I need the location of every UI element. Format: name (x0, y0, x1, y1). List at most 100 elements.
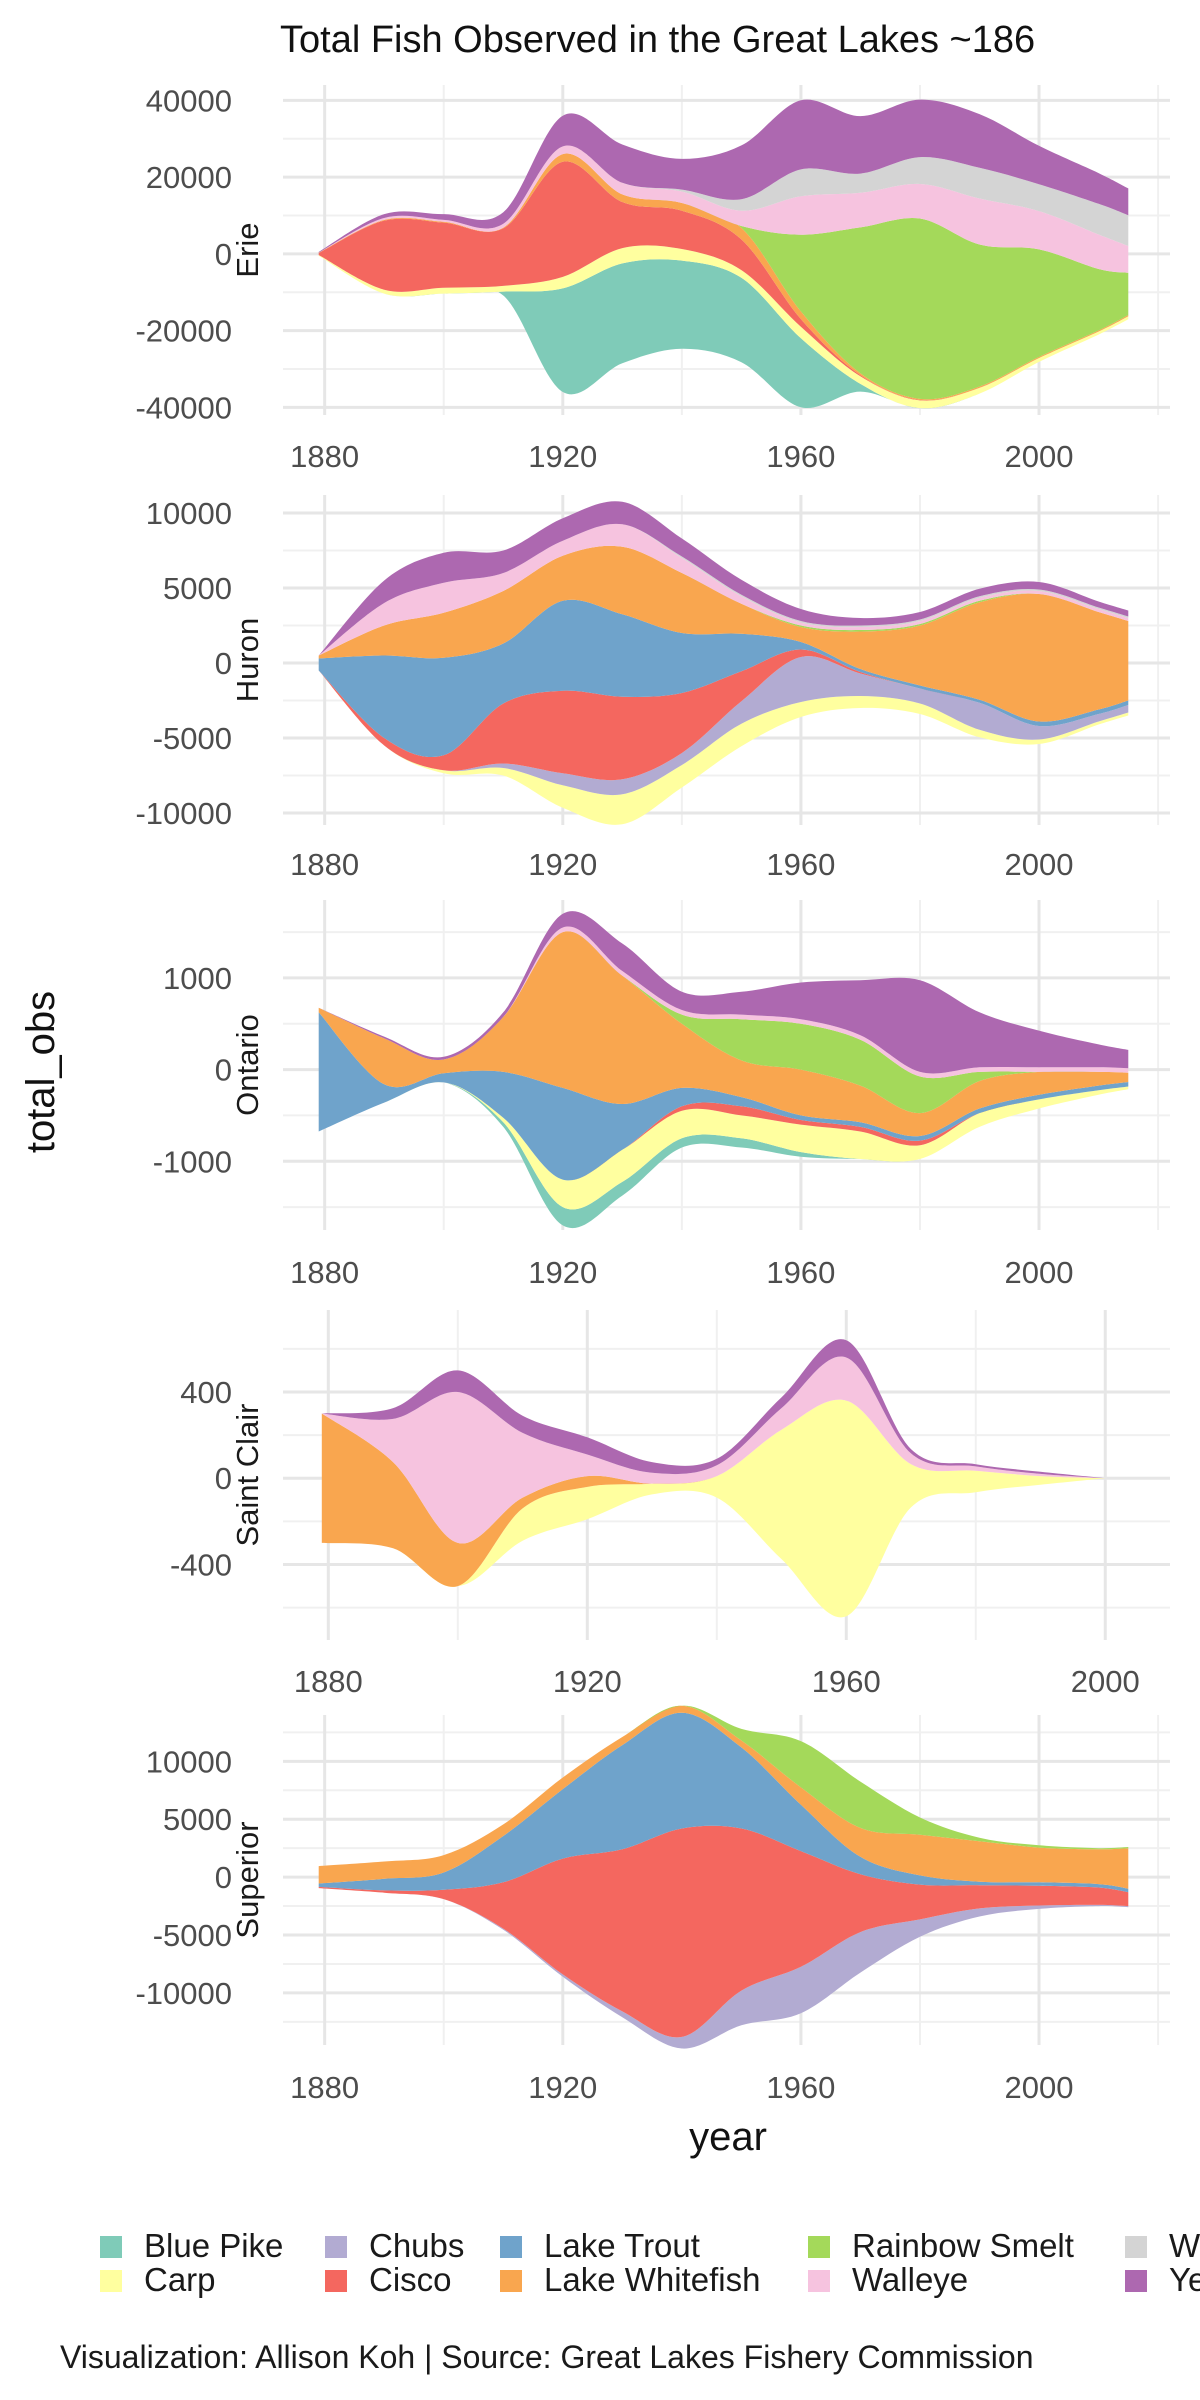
y-tick-label: -5000 (153, 1918, 232, 1953)
legend-swatch-w (1125, 2236, 1147, 2258)
stream-superior-cisco (318, 1825, 1129, 2038)
facet-label-saint-clair: Saint Clair (230, 1404, 265, 1547)
panel-saint-clair: -400 0 400 1880 1920 1960 2000 Saint Clair (170, 1310, 1170, 1699)
y-tick-label: 10000 (146, 496, 232, 531)
y-tick-label: 10000 (146, 1744, 232, 1779)
x-tick-label: 1920 (528, 439, 597, 474)
legend-swatch-lake-trout (500, 2236, 522, 2258)
legend-label-blue-pike: Blue Pike (144, 2227, 283, 2264)
x-tick-label: 1960 (766, 2070, 835, 2105)
stream-huron-cisco (318, 649, 1129, 781)
y-tick-label: 0 (215, 1053, 232, 1088)
y-tick-label: -400 (170, 1548, 232, 1583)
stream-erie-carp (318, 245, 1129, 409)
legend-swatch-carp (100, 2270, 122, 2292)
legend-label-chubs: Chubs (369, 2227, 464, 2264)
y-tick-label: 0 (215, 646, 232, 681)
legend-swatch-ye (1125, 2270, 1147, 2292)
stream-ontario-rainbow-smelt (318, 931, 1129, 1114)
x-tick-label: 1920 (528, 847, 597, 882)
legend-label-walleye: Walleye (852, 2261, 968, 2298)
stream-huron-lake-trout (318, 599, 1129, 758)
x-tick-label: 1880 (290, 1255, 359, 1290)
x-tick-label: 1960 (812, 1664, 881, 1699)
stream-huron-lake-whitefish (318, 545, 1129, 722)
stream-erie-rainbow-smelt (318, 153, 1129, 400)
legend-swatch-rainbow-smelt (808, 2236, 830, 2258)
legend-swatch-walleye (808, 2270, 830, 2292)
legend-label-w: W (1169, 2227, 1200, 2264)
panel-ontario: -1000 0 1000 1880 1920 1960 2000 Ontario (153, 900, 1170, 1290)
y-tick-label: 0 (215, 237, 232, 272)
legend-swatch-lake-whitefish (500, 2270, 522, 2292)
y-tick-label: 1000 (163, 961, 232, 996)
stream-superior-lake-trout (318, 1712, 1129, 1893)
x-tick-label: 1920 (528, 1255, 597, 1290)
stream-huron-chubs (318, 656, 1129, 796)
legend-swatch-cisco (325, 2270, 347, 2292)
facet-label-erie: Erie (230, 222, 265, 277)
y-tick-label: 40000 (146, 83, 232, 118)
stream-erie-walleye (318, 145, 1129, 273)
chart-title: Total Fish Observed in the Great Lakes ~… (280, 19, 1035, 61)
y-tick-label: 20000 (146, 160, 232, 195)
y-tick-label: -20000 (135, 314, 232, 349)
y-tick-label: 5000 (163, 571, 232, 606)
legend-label-ye: Ye (1169, 2261, 1200, 2298)
stream-huron-walleye (318, 523, 1129, 656)
panel-superior: -10000 -5000 0 5000 10000 1880 1920 1960 2000 Sup… (135, 1705, 1170, 2105)
x-tick-label: 1920 (553, 1664, 622, 1699)
stream-superior-lake-whitefish (318, 1705, 1129, 1889)
legend-label-lake-trout: Lake Trout (544, 2227, 700, 2264)
facet-label-huron: Huron (230, 618, 265, 702)
facet-label-superior: Superior (230, 1821, 265, 1938)
legend-label-carp: Carp (144, 2261, 216, 2298)
y-tick-label: 0 (215, 1461, 232, 1496)
legend-label-lake-whitefish: Lake Whitefish (544, 2261, 760, 2298)
stream-erie-w (318, 145, 1129, 253)
x-tick-label: 1920 (528, 2070, 597, 2105)
y-tick-label: -10000 (135, 1976, 232, 2011)
panel-erie: -40000 -20000 0 20000 40000 1880 1920 1960 2000 E… (135, 83, 1170, 474)
x-tick-label: 2000 (1005, 847, 1074, 882)
caption: Visualization: Allison Koh | Source: Gre… (60, 2339, 1033, 2375)
stream-erie-blue-pike (318, 255, 1129, 409)
stream-saint-clair-walleye (321, 1356, 1106, 1544)
x-tick-label: 2000 (1005, 1255, 1074, 1290)
x-tick-label: 2000 (1005, 2070, 1074, 2105)
y-tick-label: 400 (180, 1375, 232, 1410)
x-tick-label: 1880 (294, 1664, 363, 1699)
facet-label-ontario: Ontario (230, 1014, 265, 1116)
stream-erie-ye (318, 99, 1129, 253)
y-tick-label: -40000 (135, 390, 232, 425)
legend-swatch-chubs (325, 2236, 347, 2258)
stream-superior-chubs (318, 1888, 1129, 2049)
stream-ontario-lake-trout (318, 1012, 1129, 1181)
legend-swatch-blue-pike (100, 2236, 122, 2258)
legend-label-rainbow-smelt: Rainbow Smelt (852, 2227, 1074, 2264)
x-tick-label: 1960 (766, 847, 835, 882)
stream-huron-carp (318, 670, 1129, 825)
panel-huron: -10000 -5000 0 5000 10000 1880 1920 1960 2000 Hur… (135, 495, 1170, 882)
legend-label-cisco: Cisco (369, 2261, 452, 2298)
y-axis-title: total_obs (19, 991, 63, 1153)
stream-erie-cisco (318, 161, 1129, 401)
x-tick-label: 1880 (290, 847, 359, 882)
x-tick-label: 2000 (1005, 439, 1074, 474)
stream-ontario-ye (318, 911, 1129, 1074)
y-tick-label: -10000 (135, 796, 232, 831)
x-axis-title: year (689, 2115, 767, 2159)
stream-superior-rainbow-smelt (318, 1705, 1129, 1867)
y-tick-label: -1000 (153, 1144, 232, 1179)
x-tick-label: 2000 (1071, 1664, 1140, 1699)
x-tick-label: 1880 (290, 2070, 359, 2105)
stream-huron-ye (318, 501, 1129, 656)
x-tick-label: 1880 (290, 439, 359, 474)
y-tick-label: 5000 (163, 1802, 232, 1837)
x-tick-label: 1960 (766, 439, 835, 474)
x-tick-label: 1960 (766, 1255, 835, 1290)
y-tick-label: -5000 (153, 721, 232, 756)
